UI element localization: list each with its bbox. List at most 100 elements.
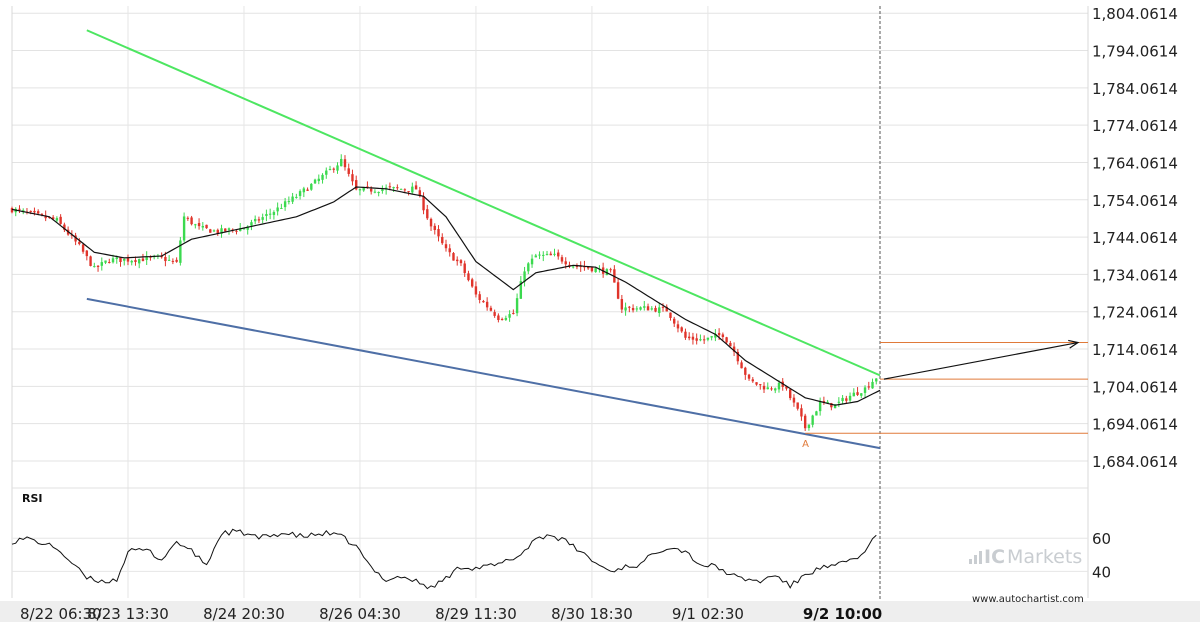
candle	[789, 388, 792, 401]
candle-body	[437, 229, 440, 237]
candle	[340, 154, 343, 167]
candle-body	[224, 228, 227, 232]
candle-body	[830, 403, 833, 408]
candle-body	[347, 168, 350, 174]
candle	[373, 189, 377, 194]
candle-body	[643, 306, 646, 308]
candle	[695, 333, 698, 345]
candle	[646, 303, 650, 311]
candle-body	[493, 312, 496, 316]
candle	[478, 291, 481, 304]
candle	[291, 192, 294, 205]
candle-body	[545, 253, 549, 255]
candle-body	[680, 327, 683, 332]
support-line	[86, 297, 881, 450]
price-axis: 1,804.0614 1,794.0614 1,784.0614 1,774.0614…	[1092, 5, 1178, 471]
candle-body	[751, 379, 754, 382]
candle-body	[343, 159, 347, 168]
price-tick-label: 1,714.0614	[1092, 341, 1178, 359]
candle-body	[44, 215, 47, 219]
price-tick-label: 1,764.0614	[1092, 154, 1178, 172]
candle	[209, 228, 212, 233]
candle-body	[729, 342, 732, 347]
candle-body	[298, 191, 302, 196]
candle-body	[239, 228, 242, 232]
candle-body	[459, 260, 463, 264]
candle-body	[744, 367, 747, 375]
candle-body	[628, 306, 631, 308]
candle-body	[482, 301, 485, 303]
candle	[557, 249, 560, 260]
candle	[482, 299, 485, 303]
candle	[560, 254, 564, 264]
candle-body	[321, 174, 324, 180]
candle-body	[96, 265, 100, 267]
candle-body	[721, 334, 725, 338]
candle	[130, 259, 133, 266]
candle	[744, 366, 747, 380]
candle	[639, 306, 642, 311]
candle-body	[848, 395, 852, 401]
candle-body	[164, 257, 167, 262]
candle-body	[631, 307, 635, 311]
candle-body	[111, 258, 115, 263]
candle	[643, 301, 646, 311]
candle-body	[792, 397, 796, 403]
candle	[134, 256, 137, 266]
candle	[145, 251, 148, 266]
candle-body	[530, 258, 534, 265]
candle	[803, 413, 807, 432]
candle	[55, 216, 59, 223]
candlestick-series	[10, 154, 878, 432]
candle	[250, 219, 253, 231]
candle	[268, 208, 272, 220]
candle-body	[306, 189, 309, 191]
candle-body	[246, 226, 249, 230]
candle-body	[123, 258, 126, 261]
candle-body	[489, 307, 493, 311]
candle	[631, 304, 635, 313]
candle-body	[512, 313, 515, 315]
candle	[500, 317, 504, 321]
price-tick-label: 1,804.0614	[1092, 5, 1178, 23]
candle-body	[770, 388, 773, 390]
candle	[875, 378, 878, 385]
candle	[863, 385, 867, 398]
candle-body	[740, 362, 743, 369]
candle	[347, 163, 350, 177]
candle	[414, 181, 418, 190]
candle-body	[280, 207, 283, 209]
candle-body	[860, 393, 863, 396]
candle	[81, 242, 85, 254]
candle-body	[755, 382, 758, 385]
candle	[280, 203, 283, 209]
time-tick-label: 8/29 11:30	[435, 605, 517, 623]
candle	[235, 229, 238, 235]
candle	[504, 315, 508, 321]
candle	[871, 378, 874, 389]
candle	[658, 302, 661, 317]
candle	[78, 238, 81, 246]
candle-body	[355, 180, 358, 190]
candle-body	[104, 260, 107, 263]
rsi-tick-label: 40	[1092, 563, 1111, 581]
candle-body	[93, 266, 96, 268]
candle	[306, 187, 309, 191]
level-lines	[805, 339, 1088, 434]
rsi-line	[11, 528, 877, 590]
time-tick-label: 8/24 20:30	[203, 605, 285, 623]
candle	[867, 381, 870, 390]
candle-body	[456, 259, 459, 262]
candle	[358, 188, 362, 196]
candle-body	[85, 250, 89, 257]
candle	[186, 216, 190, 221]
candle	[590, 266, 594, 273]
candle	[725, 336, 728, 344]
icmarkets-logo-markets: Markets	[1007, 546, 1082, 568]
candle	[100, 257, 103, 271]
candle	[538, 251, 541, 260]
candle	[179, 236, 182, 266]
candle	[568, 261, 571, 269]
candle-body	[702, 339, 706, 341]
